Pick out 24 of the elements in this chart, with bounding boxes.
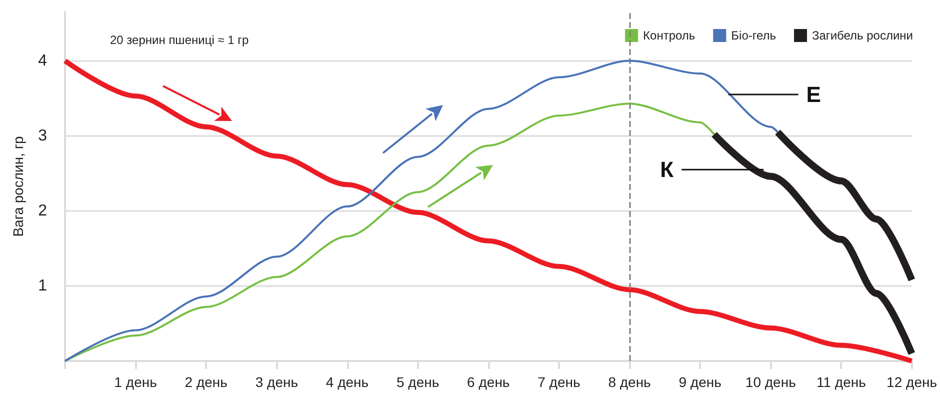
x-tick-label: 11 день: [816, 374, 866, 390]
y-tick-label: 3: [38, 127, 48, 144]
x-tick-label: 3 день: [255, 374, 298, 390]
legend-label: Загибель рослини: [812, 28, 914, 42]
y-axis-title: Вага рослин, гр: [10, 136, 26, 237]
x-tick-label: 12 день: [886, 374, 938, 390]
legend-label: Контроль: [643, 28, 696, 42]
x-tick-label: 1 день: [114, 374, 157, 390]
y-tick-label: 1: [38, 277, 48, 294]
x-tick-label: 9 день: [678, 374, 722, 390]
x-tick-label: 2 день: [184, 374, 228, 390]
annotation: 20 зернин пшениці ≈ 1 гр: [110, 33, 249, 47]
x-tick-label: 6 день: [467, 374, 510, 390]
x-tick-label: 8 день: [608, 374, 651, 390]
y-tick-label: 2: [38, 202, 48, 220]
x-tick-label: 10 день: [745, 374, 796, 390]
legend-label: Біо-гель: [731, 28, 776, 42]
line-series: [64, 60, 779, 362]
x-tick-label: 4 день: [326, 374, 369, 390]
x-tick-label: 5 день: [396, 374, 440, 390]
x-tick-label: 7 день: [538, 374, 580, 390]
annotation: Е: [806, 82, 821, 108]
annotation: К: [660, 157, 674, 182]
y-tick-label: 4: [38, 52, 48, 70]
